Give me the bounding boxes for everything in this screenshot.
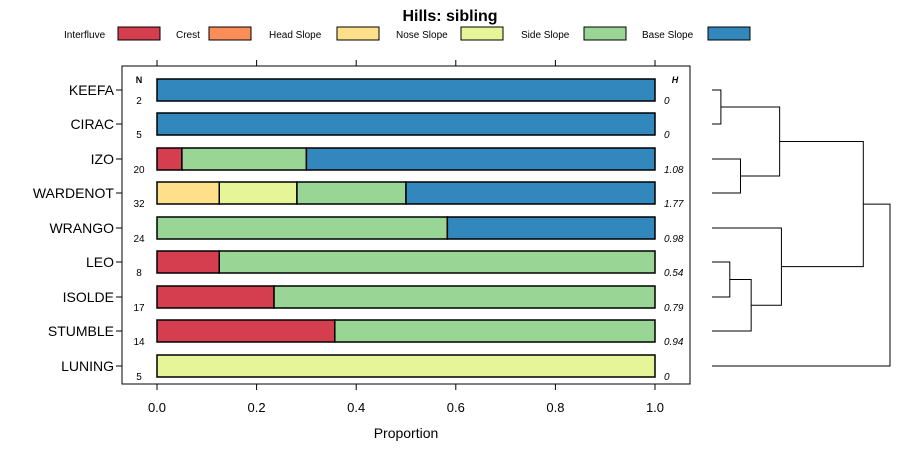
bar-wardenot-head-slope: [156, 181, 220, 205]
panel-border: [121, 65, 691, 385]
bar-leo-interfluve: [156, 250, 220, 274]
x-tick-label: 0.6: [447, 400, 465, 415]
bar-wardenot-side-slope: [296, 181, 407, 205]
bar-izo-side-slope: [181, 147, 308, 171]
bar-izo-interfluve: [156, 147, 183, 171]
bar-wardenot-base-slope: [405, 181, 656, 205]
n-label-wardenot: 32: [133, 199, 145, 210]
legend: Interfluve Crest Head Slope Nose Slope Side …: [64, 26, 751, 41]
dendrogram: [712, 89, 891, 367]
dendrogram-branch: [712, 158, 741, 194]
legend-swatch-nose-slope: [460, 26, 504, 41]
dendrogram-branch: [712, 261, 731, 298]
dendrogram-branch: [712, 89, 722, 125]
legend-label-nose-slope: Nose Slope: [396, 30, 448, 41]
x-axis: 0.0 0.2 0.4 0.6 0.8 1.0: [148, 400, 664, 415]
y-tick-label-keefa: KEEFA: [69, 82, 115, 98]
dendrogram-branch: [720, 106, 781, 177]
legend-label-base-slope: Base Slope: [642, 30, 694, 41]
x-axis-label: Proportion: [374, 425, 439, 441]
h-label-keefa: 0: [664, 96, 670, 107]
x-tick-label: 0.2: [248, 400, 266, 415]
legend-label-interfluve: Interfluve: [64, 30, 106, 41]
n-label-stumble: 14: [133, 337, 145, 348]
dendrogram-branch: [779, 141, 864, 268]
bar-wrango-side-slope: [156, 216, 449, 240]
bar-stumble-interfluve: [156, 319, 336, 343]
n-label-isolde: 17: [133, 303, 145, 314]
y-tick-label-izo: IZO: [91, 151, 114, 167]
x-tick-label: 0.8: [546, 400, 564, 415]
dendrogram-branch: [712, 279, 752, 332]
h-label-wrango: 0.98: [664, 234, 684, 245]
n-column-header: N: [136, 75, 143, 85]
n-label-izo: 20: [133, 165, 145, 176]
bar-leo-side-slope: [218, 250, 656, 274]
h-label-isolde: 0.79: [664, 303, 684, 314]
legend-swatch-side-slope: [583, 26, 627, 41]
h-label-stumble: 0.94: [664, 337, 684, 348]
dendrogram-branch: [712, 227, 782, 306]
bar-luning-nose-slope: [156, 354, 656, 378]
legend-label-crest: Crest: [176, 30, 200, 41]
y-tick-label-luning: LUNING: [61, 358, 114, 374]
legend-label-side-slope: Side Slope: [521, 30, 570, 41]
n-label-wrango: 24: [133, 234, 145, 245]
legend-swatch-interfluve: [117, 26, 161, 41]
x-tick-label: 1.0: [646, 400, 664, 415]
bar-wrango-base-slope: [446, 216, 656, 240]
x-tick-label: 0.4: [347, 400, 365, 415]
h-label-leo: 0.54: [664, 268, 684, 279]
n-label-leo: 8: [136, 268, 142, 279]
bar-wardenot-nose-slope: [218, 181, 298, 205]
legend-swatch-crest: [208, 26, 252, 41]
bar-isolde-interfluve: [156, 285, 275, 309]
y-tick-label-leo: LEO: [86, 254, 114, 270]
bar-keefa-base-slope: [156, 78, 656, 102]
bar-cirac-base-slope: [156, 112, 656, 136]
n-label-keefa: 2: [136, 96, 142, 107]
bar-stumble-side-slope: [334, 319, 656, 343]
h-label-luning: 0: [664, 372, 670, 383]
h-label-izo: 1.08: [664, 165, 684, 176]
y-tick-label-cirac: CIRAC: [70, 116, 114, 132]
y-tick-label-isolde: ISOLDE: [63, 289, 114, 305]
y-tick-label-stumble: STUMBLE: [48, 323, 114, 339]
dendrogram-branch: [712, 203, 891, 367]
y-tick-label-wardenot: WARDENOT: [33, 185, 115, 201]
legend-swatch-base-slope: [707, 26, 751, 41]
h-column-header: H: [672, 75, 679, 85]
bar-izo-base-slope: [305, 147, 656, 171]
h-label-wardenot: 1.77: [664, 199, 684, 210]
legend-swatch-head-slope: [336, 26, 380, 41]
chart-title: Hills: sibling: [402, 8, 497, 25]
n-label-cirac: 5: [136, 130, 142, 141]
bar-isolde-side-slope: [273, 285, 656, 309]
n-label-luning: 5: [136, 372, 142, 383]
y-axis: KEEFA CIRAC IZO WARDENOT WRANGO LEO ISOLDE STUM…: [33, 82, 122, 374]
legend-label-head-slope: Head Slope: [269, 30, 322, 41]
h-label-cirac: 0: [664, 130, 670, 141]
y-tick-label-wrango: WRANGO: [49, 220, 114, 236]
x-tick-label: 0.0: [148, 400, 166, 415]
